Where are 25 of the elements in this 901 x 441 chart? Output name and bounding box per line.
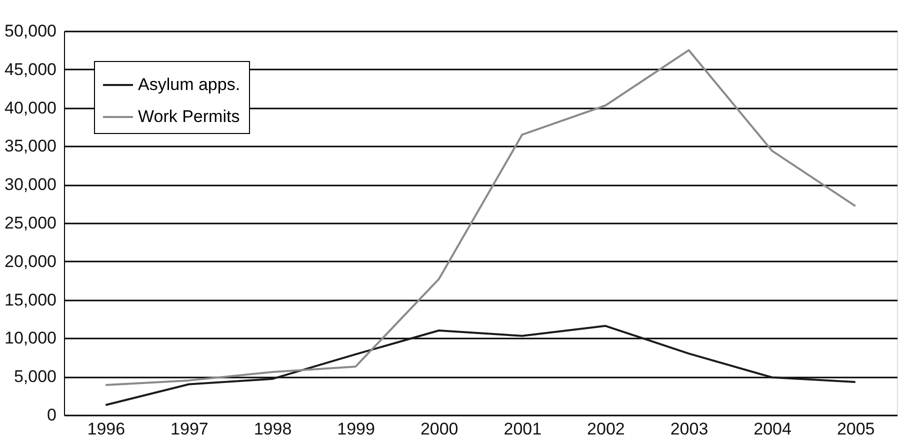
y-tick-label: 15,000 xyxy=(4,290,56,310)
y-tick-label: 30,000 xyxy=(4,175,56,194)
x-tick-label: 2004 xyxy=(754,420,792,438)
y-tick-label: 40,000 xyxy=(4,98,56,118)
y-tick-label: 0 xyxy=(47,406,56,424)
x-tick-label: 2000 xyxy=(420,420,458,438)
y-tick-label: 50,000 xyxy=(4,22,56,40)
legend-label: Work Permits xyxy=(138,107,240,126)
x-tick-label: 2001 xyxy=(504,420,542,438)
y-tick-label: 20,000 xyxy=(4,252,56,271)
y-tick-label: 25,000 xyxy=(4,214,56,232)
x-tick-label: 2005 xyxy=(836,420,875,438)
x-tick-label: 1997 xyxy=(170,420,208,438)
y-tick-label: 10,000 xyxy=(4,328,56,348)
y-tick-label: 5,000 xyxy=(14,367,56,386)
x-tick-label: 2003 xyxy=(670,420,708,438)
x-tick-label: 1998 xyxy=(254,420,292,438)
line-series xyxy=(104,324,856,406)
legend-label: Asylum apps. xyxy=(138,75,240,94)
y-tick-label: 35,000 xyxy=(4,136,56,156)
line-series xyxy=(104,49,856,386)
x-tick-label: 1999 xyxy=(337,420,375,438)
x-tick-label: 1996 xyxy=(87,420,126,438)
y-tick-label: 45,000 xyxy=(4,60,56,79)
x-tick-label: 2002 xyxy=(587,420,625,438)
